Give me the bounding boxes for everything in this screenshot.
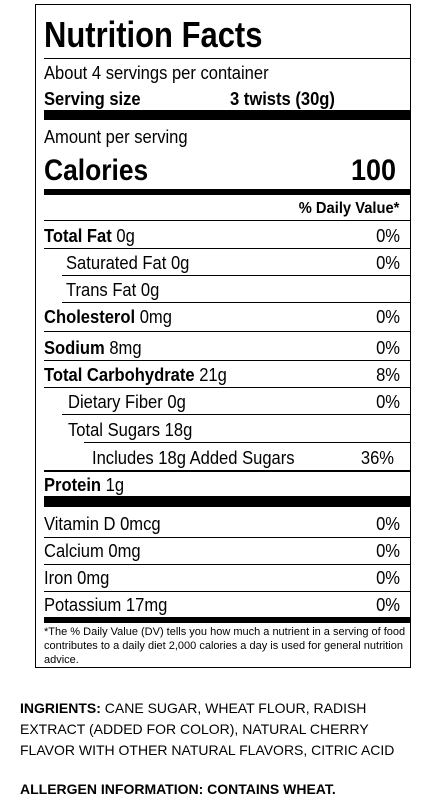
potassium-dv: 0% [376, 595, 400, 615]
serving-size-value: 3 twists (30g) [230, 89, 335, 109]
potassium-row: Potassium 17mg [44, 595, 168, 615]
nutrient-name: Protein [44, 475, 102, 495]
thick-divider-serving [44, 110, 410, 120]
calories-value: 100 [350, 154, 396, 187]
nutrient-protein: Protein 1g [44, 476, 124, 494]
divider-row [44, 591, 410, 592]
divider-row [62, 414, 410, 415]
nutrient-name: Total Carbohydrate [44, 365, 195, 385]
nutrient-dietary-fiber-dv: 0% [376, 392, 400, 412]
medium-divider-footnote [44, 617, 410, 623]
ingredients-label: INGRIENTS: [20, 700, 101, 716]
amount-per-serving: Amount per serving [44, 127, 188, 147]
nutrient-total-fat-dv: 0% [376, 226, 400, 246]
title-divider [44, 58, 410, 59]
nutrient-sodium-dv: 0% [376, 338, 400, 358]
divider-row [44, 564, 410, 565]
nutrient-amount: 0mg [139, 307, 172, 327]
divider-row [84, 442, 410, 443]
servings-per-container: About 4 servings per container [44, 63, 269, 83]
nutrient-amount: 21g [199, 365, 227, 385]
vitamin-d-row: Vitamin D 0mcg [44, 514, 161, 534]
nutrient-amount: 1g [105, 475, 125, 495]
iron-row: Iron 0mg [44, 568, 110, 588]
nutrient-amount: 0g [116, 226, 135, 246]
nutrient-cholesterol: Cholesterol 0mg [44, 308, 172, 326]
nutrient-amount: 0g [167, 392, 186, 412]
calcium-dv: 0% [376, 541, 400, 561]
nutrient-added-sugars: Includes 18g Added Sugars [92, 449, 295, 467]
nutrient-name: Sodium [44, 338, 105, 358]
nutrition-facts-panel [35, 4, 411, 668]
nutrient-added-sugars-dv: 36% [360, 448, 394, 468]
ingredients-text: CANE SUGAR, WHEAT FLOUR, RADISH EXTRACT … [20, 700, 395, 758]
thick-divider-protein [44, 496, 410, 507]
divider-row [44, 537, 410, 538]
nutrient-total-carbohydrate: Total Carbohydrate 21g [44, 366, 227, 384]
nutrient-amount: 0g [140, 280, 160, 300]
nutrient-trans-fat: Trans Fat 0g [66, 281, 159, 299]
nutrient-name: Total Sugars [68, 420, 161, 440]
daily-value-header: % Daily Value* [298, 200, 399, 217]
nutrient-name: Saturated Fat [66, 253, 167, 273]
nutrient-name: Cholesterol [44, 307, 136, 327]
label-title: Nutrition Facts [44, 14, 263, 55]
nutrient-name: Includes 18g Added Sugars [92, 448, 295, 468]
divider-dv [44, 220, 410, 221]
divider-row [44, 331, 410, 332]
iron-dv: 0% [376, 568, 400, 588]
nutrient-amount: 8mg [109, 338, 142, 358]
allergen-information: ALLERGEN INFORMATION: CONTAINS WHEAT. [20, 781, 336, 797]
nutrient-amount: 18g [164, 420, 193, 440]
calcium-row: Calcium 0mg [44, 541, 141, 561]
nutrient-total-fat: Total Fat 0g [44, 227, 135, 245]
nutrient-saturated-fat: Saturated Fat 0g [66, 254, 189, 272]
serving-size-label: Serving size [44, 89, 141, 109]
divider-row [44, 248, 410, 249]
medium-divider-calories [44, 189, 410, 195]
calories-label: Calories [44, 154, 149, 187]
divider-row [44, 360, 410, 361]
nutrient-name: Total Fat [44, 226, 112, 246]
nutrient-dietary-fiber: Dietary Fiber 0g [68, 393, 186, 411]
nutrient-total-carbohydrate-dv: 8% [376, 365, 400, 385]
nutrient-sodium: Sodium 8mg [44, 339, 142, 357]
divider-row [62, 275, 410, 276]
ingredients-block: INGRIENTS: CANE SUGAR, WHEAT FLOUR, RADI… [20, 698, 420, 761]
daily-value-footnote: *The % Daily Value (DV) tells you how mu… [44, 626, 406, 666]
nutrient-saturated-fat-dv: 0% [376, 253, 400, 273]
nutrient-name: Trans Fat [66, 280, 137, 300]
nutrient-name: Dietary Fiber [68, 392, 163, 412]
nutrient-amount: 0g [170, 253, 190, 273]
vitamin-d-dv: 0% [376, 514, 400, 534]
divider-row [44, 387, 410, 388]
divider-row [44, 470, 410, 472]
nutrient-total-sugars: Total Sugars 18g [68, 421, 192, 439]
divider-row [62, 302, 410, 303]
nutrient-cholesterol-dv: 0% [376, 307, 400, 327]
